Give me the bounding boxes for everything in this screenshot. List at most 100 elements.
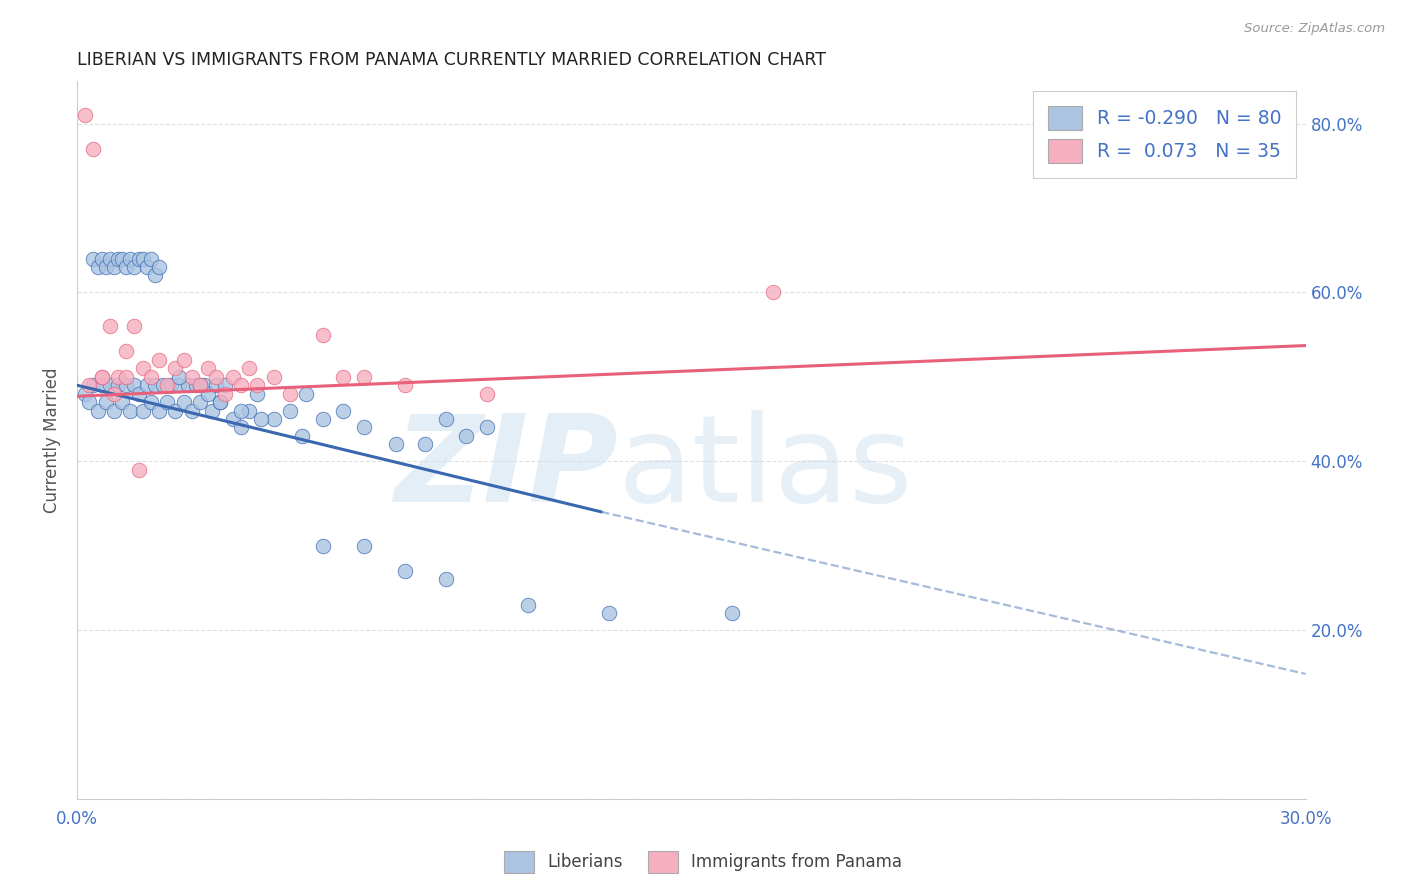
Point (120, 403, 142, 417)
Point (434, 573, 457, 587)
Point (82, 378, 104, 392)
Point (205, 369, 228, 384)
Point (79, 378, 101, 392)
Point (246, 386, 269, 401)
Point (250, 412, 273, 426)
Point (173, 352, 195, 367)
Point (107, 378, 129, 392)
Point (139, 369, 162, 384)
Legend: Liberians, Immigrants from Panama: Liberians, Immigrants from Panama (498, 845, 908, 880)
Point (201, 403, 224, 417)
Point (180, 369, 202, 384)
Point (188, 378, 211, 392)
Point (111, 395, 134, 409)
Point (103, 260, 125, 274)
Point (124, 260, 146, 274)
Point (475, 420, 498, 434)
Point (111, 252, 134, 266)
Point (214, 378, 236, 392)
Point (332, 369, 354, 384)
Point (193, 378, 215, 392)
Text: Source: ZipAtlas.com: Source: ZipAtlas.com (1244, 22, 1385, 36)
Point (209, 395, 232, 409)
Point (98, 378, 121, 392)
Text: LIBERIAN VS IMMIGRANTS FROM PANAMA CURRENTLY MARRIED CORRELATION CHART: LIBERIAN VS IMMIGRANTS FROM PANAMA CURRE… (77, 51, 827, 69)
Point (353, 369, 375, 384)
Point (169, 378, 191, 392)
Point (332, 403, 354, 417)
Point (209, 395, 232, 409)
Point (353, 539, 375, 553)
Point (143, 268, 166, 283)
Point (148, 352, 170, 367)
Point (75, 108, 97, 122)
Point (229, 378, 252, 392)
Point (139, 395, 162, 409)
Point (148, 403, 170, 417)
Point (135, 378, 157, 392)
Point (312, 327, 335, 342)
Point (115, 369, 138, 384)
Point (75, 386, 97, 401)
Point (165, 361, 187, 376)
Point (238, 361, 260, 376)
Point (394, 378, 416, 392)
Point (516, 598, 538, 612)
Point (197, 361, 219, 376)
Point (169, 369, 191, 384)
Point (721, 606, 744, 620)
Point (263, 412, 285, 426)
Point (90, 378, 112, 392)
Point (120, 252, 142, 266)
Point (229, 403, 252, 417)
Point (238, 403, 260, 417)
Point (221, 412, 243, 426)
Point (79, 395, 101, 409)
Point (385, 437, 408, 451)
Point (103, 403, 125, 417)
Point (413, 437, 436, 451)
Point (205, 378, 228, 392)
Point (90, 369, 112, 384)
Point (143, 378, 166, 392)
Point (124, 378, 146, 392)
Point (148, 260, 170, 274)
Point (128, 386, 150, 401)
Point (176, 378, 198, 392)
Point (188, 378, 211, 392)
Point (229, 420, 252, 434)
Point (124, 319, 146, 334)
Point (115, 260, 138, 274)
Point (156, 395, 179, 409)
Point (278, 386, 301, 401)
Point (312, 539, 335, 553)
Point (295, 386, 318, 401)
Point (131, 252, 153, 266)
Point (135, 260, 157, 274)
Text: atlas: atlas (617, 410, 914, 527)
Point (94, 260, 117, 274)
Point (312, 412, 335, 426)
Point (86, 260, 108, 274)
Point (353, 420, 375, 434)
Point (180, 403, 202, 417)
Point (139, 252, 162, 266)
Point (456, 429, 478, 443)
Point (131, 361, 153, 376)
Y-axis label: Currently Married: Currently Married (44, 368, 60, 513)
Point (291, 429, 314, 443)
Point (221, 369, 243, 384)
Point (160, 378, 183, 392)
Point (197, 386, 219, 401)
Point (128, 462, 150, 476)
Point (90, 369, 112, 384)
Point (98, 319, 121, 334)
Point (107, 252, 129, 266)
Point (98, 252, 121, 266)
Point (278, 403, 301, 417)
Point (598, 606, 620, 620)
Point (263, 369, 285, 384)
Point (152, 378, 174, 392)
Point (246, 378, 269, 392)
Point (82, 142, 104, 156)
